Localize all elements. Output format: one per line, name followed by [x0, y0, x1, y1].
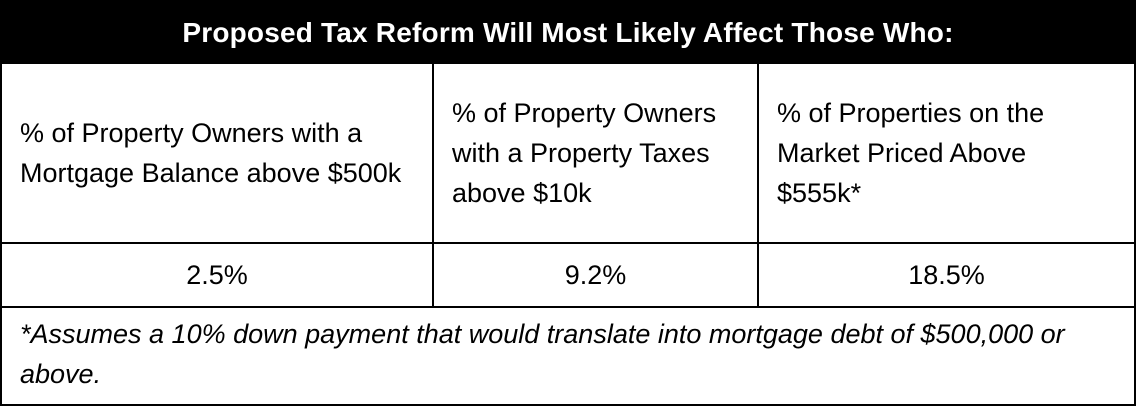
header-mortgage-balance: % of Property Owners with a Mortgage Bal… — [2, 64, 434, 242]
header-properties-priced: % of Properties on the Market Priced Abo… — [777, 98, 1045, 208]
value-property-taxes: 9.2% — [434, 244, 759, 306]
value-properties-priced: 18.5% — [908, 259, 985, 290]
tax-reform-table: Proposed Tax Reform Will Most Likely Aff… — [0, 0, 1136, 406]
table-footnote: *Assumes a 10% down payment that would t… — [20, 319, 1065, 389]
value-mortgage-balance: 2.5% — [2, 244, 434, 306]
table-header-row: % of Property Owners with a Mortgage Bal… — [2, 64, 1134, 244]
table-title: Proposed Tax Reform Will Most Likely Aff… — [2, 2, 1134, 64]
table-value-row: 2.5% 9.2% 18.5% — [2, 244, 1134, 308]
header-property-taxes: % of Property Owners with a Property Tax… — [434, 64, 759, 242]
